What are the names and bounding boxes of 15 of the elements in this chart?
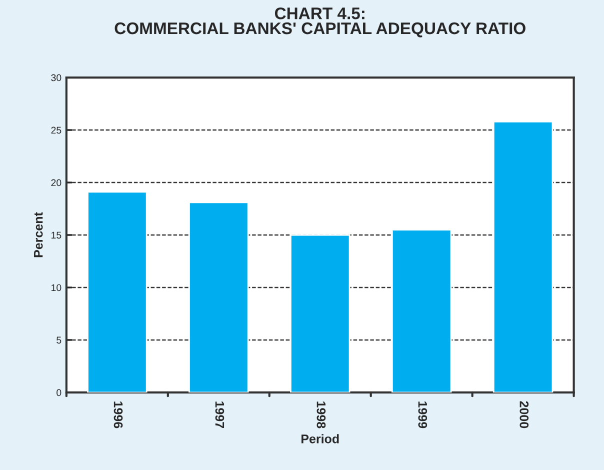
x-tick-label: 1997: [215, 402, 224, 428]
x-tick-label: 1999: [418, 402, 428, 428]
y-tick-label: 30: [51, 74, 62, 82]
chart-title: CHART 4.5: COMMERCIAL BANKS' CAPITAL ADEQUACY RATIO: [114, 7, 526, 38]
y-tick-label: 10: [52, 284, 62, 292]
x-tick-label: 2000: [520, 401, 529, 428]
x-axis-title: Period: [302, 434, 339, 444]
y-tick-label: 20: [51, 179, 62, 186]
y-axis-title: Percent: [34, 212, 43, 258]
x-tick-label: 1996: [114, 402, 123, 428]
y-tick-label: 0: [56, 389, 62, 396]
y-tick-label: 15: [52, 232, 62, 239]
y-tick-label: 5: [56, 336, 62, 344]
x-tick-label: 1998: [316, 402, 326, 428]
y-tick-label: 25: [51, 126, 62, 134]
